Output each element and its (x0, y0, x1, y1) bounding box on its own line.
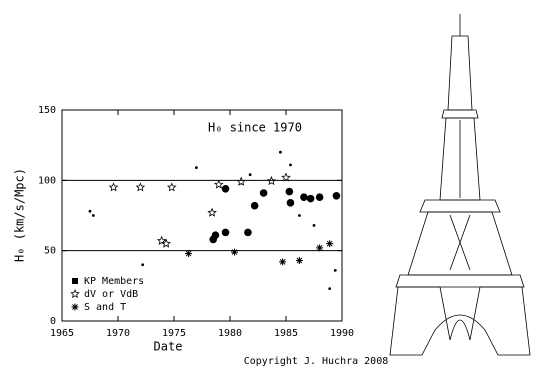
point (332, 192, 341, 200)
point (244, 228, 252, 237)
x-axis-label: Date (154, 340, 183, 354)
point (279, 150, 282, 154)
legend-swatch (70, 289, 80, 299)
legend-label: dV or VdB (84, 289, 138, 300)
point (328, 287, 332, 291)
y-axis-label: H₀ (km/s/Mpc) (13, 168, 27, 262)
point (185, 250, 193, 257)
point (211, 231, 220, 239)
point (286, 199, 295, 207)
x-tick-label: 1965 (50, 328, 74, 339)
point (135, 182, 146, 192)
x-tick-label: 1980 (218, 328, 242, 339)
point (248, 173, 252, 177)
y-tick-label: 100 (38, 175, 56, 186)
point (236, 176, 246, 186)
footer: Copyright J. Huchra 2008 (244, 356, 389, 367)
point (312, 223, 316, 227)
point (88, 209, 92, 213)
point (108, 182, 119, 192)
point (333, 268, 337, 272)
point (141, 263, 145, 267)
legend-label: S and T (84, 302, 126, 313)
point (221, 184, 230, 193)
point (289, 163, 292, 167)
point (295, 257, 303, 264)
x-tick-label: 1985 (274, 328, 298, 339)
legend-label: KP Members (84, 276, 144, 287)
x-tick-label: 1975 (162, 328, 186, 339)
y-tick-label: 0 (50, 316, 56, 327)
point (161, 238, 171, 248)
point (195, 166, 198, 170)
point (156, 235, 167, 245)
chart-title: H₀ since 1970 (208, 121, 302, 135)
point (298, 214, 301, 217)
x-tick-label: 1990 (330, 328, 354, 339)
eiffel-tower (389, 14, 531, 356)
point (300, 193, 308, 202)
legend-swatch (72, 278, 78, 284)
y-tick-label: 50 (44, 246, 56, 257)
point (259, 189, 268, 197)
y-tick-label: 150 (38, 105, 56, 116)
point (266, 175, 277, 186)
point (306, 194, 315, 203)
point (221, 228, 230, 237)
point (167, 182, 177, 192)
point (207, 207, 217, 217)
point (231, 248, 238, 256)
point (326, 240, 334, 248)
point (315, 193, 324, 202)
point (214, 179, 224, 189)
point (316, 244, 324, 252)
point (91, 214, 95, 217)
plot-frame (61, 109, 343, 322)
point (285, 187, 294, 196)
x-tick-label: 1970 (106, 328, 130, 339)
point (279, 258, 287, 266)
point (281, 172, 291, 182)
point (250, 201, 259, 210)
legend-swatch (71, 303, 79, 311)
